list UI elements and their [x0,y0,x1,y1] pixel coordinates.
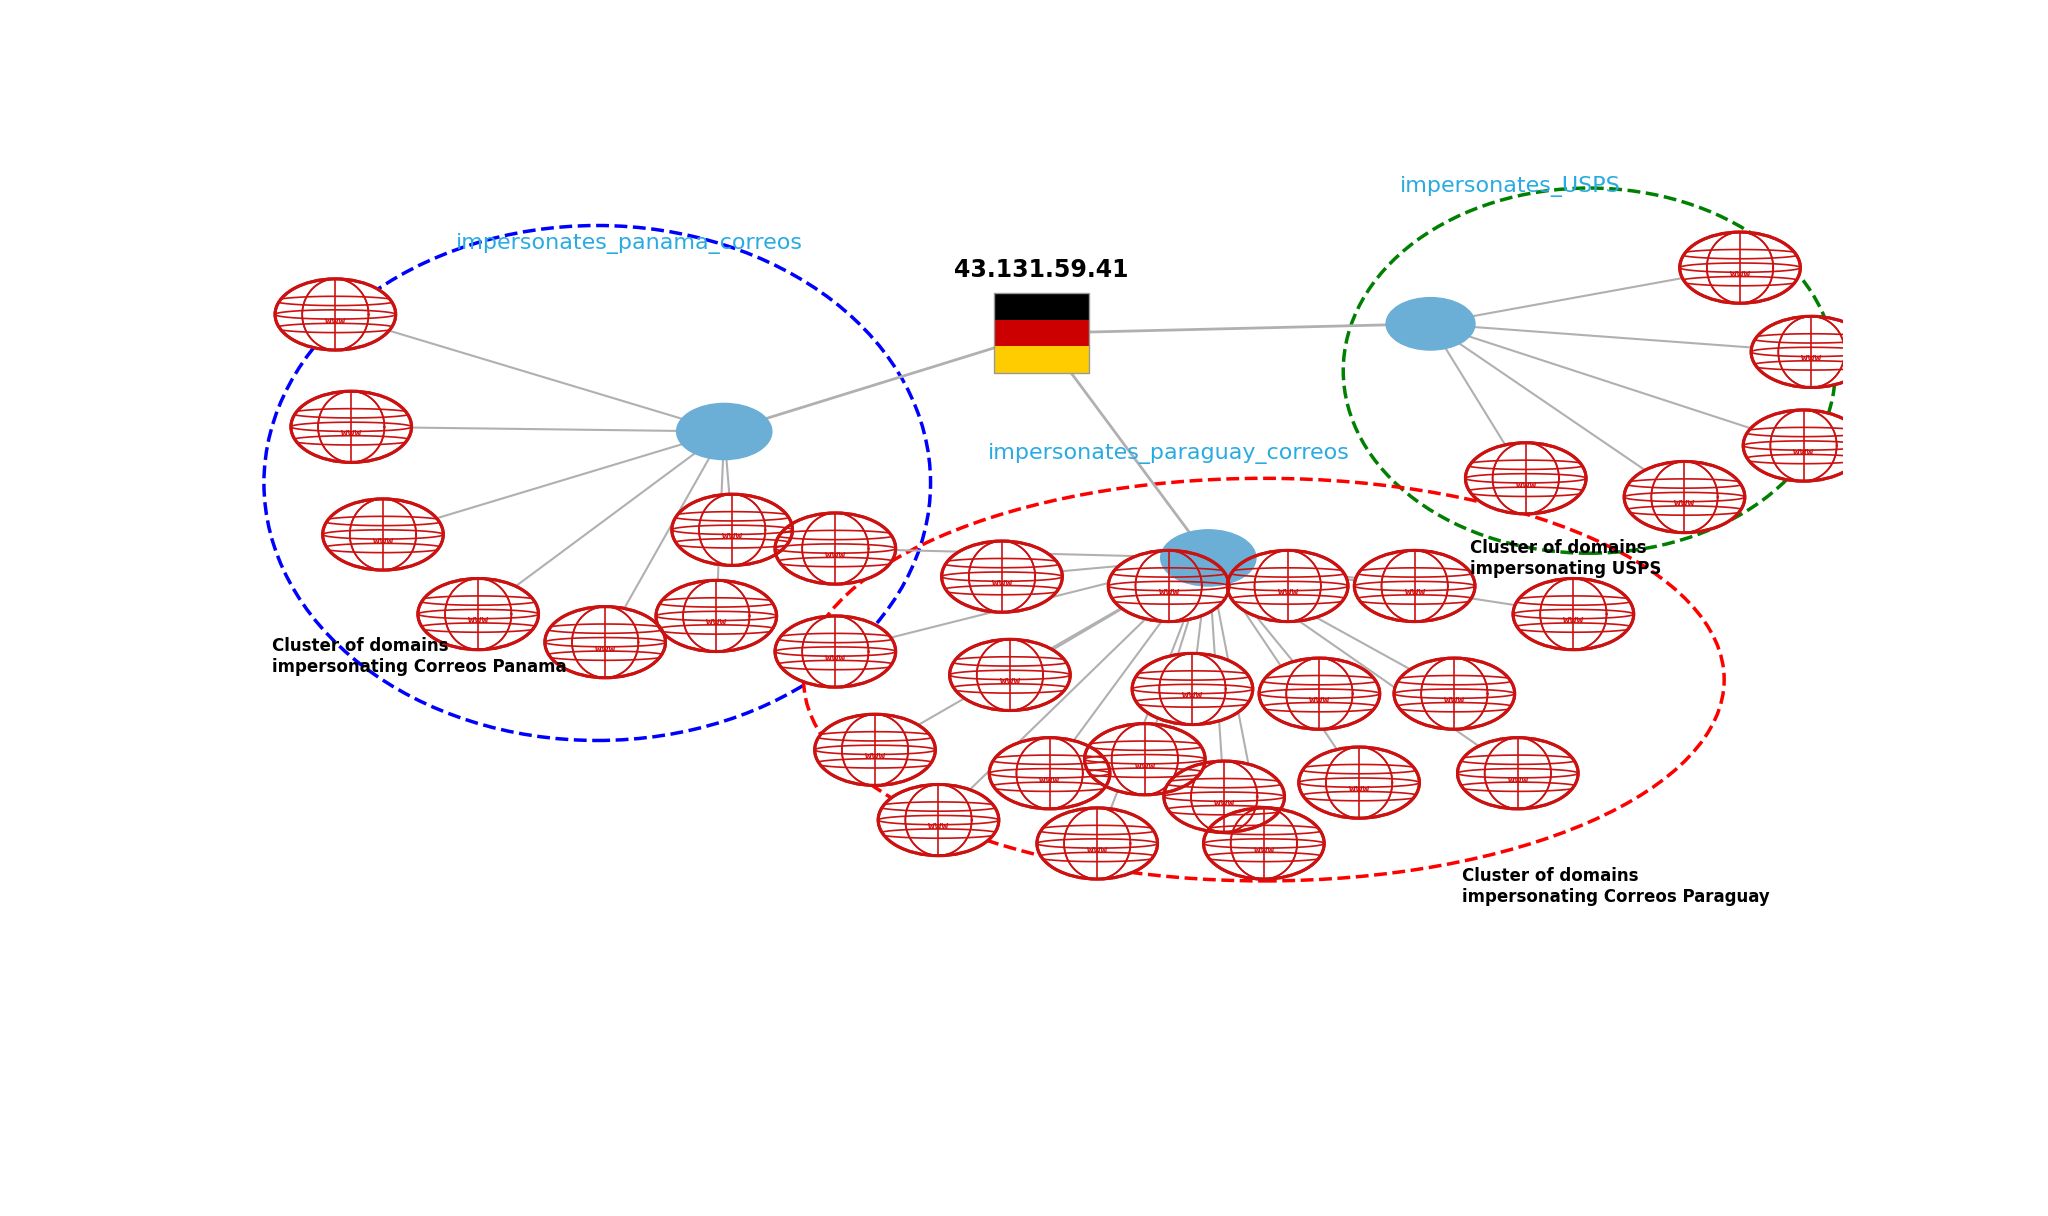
Circle shape [672,494,793,565]
Circle shape [1204,807,1325,879]
Circle shape [1260,658,1380,730]
Text: www: www [1135,761,1155,771]
Circle shape [1354,551,1475,621]
Circle shape [1036,807,1157,879]
Bar [993,293,1090,320]
Text: www: www [1675,499,1694,508]
Circle shape [1133,653,1253,725]
Circle shape [418,579,539,649]
Circle shape [1466,443,1585,514]
Bar [993,347,1090,373]
Text: www: www [864,751,885,761]
Text: impersonates_panama_correos: impersonates_panama_correos [455,232,803,254]
Text: www: www [707,618,727,627]
Text: 43.131.59.41: 43.131.59.41 [954,258,1128,282]
Circle shape [1163,761,1284,832]
Circle shape [1458,738,1579,809]
Text: www: www [1182,691,1202,700]
Text: www: www [1563,615,1583,625]
Circle shape [324,499,442,570]
Circle shape [676,404,772,460]
Circle shape [1298,747,1419,818]
Text: www: www [723,531,741,541]
Text: www: www [1802,354,1821,364]
Circle shape [1395,658,1516,730]
Circle shape [291,392,412,462]
Text: www: www [928,822,948,832]
Text: Cluster of domains
impersonating Correos Paraguay: Cluster of domains impersonating Correos… [1462,867,1769,906]
Circle shape [545,607,666,677]
Circle shape [989,738,1110,809]
Text: www: www [1507,775,1528,784]
Text: www: www [1253,845,1274,855]
Text: impersonates_paraguay_correos: impersonates_paraguay_correos [987,444,1350,465]
Circle shape [1513,579,1634,649]
Circle shape [274,278,395,350]
Circle shape [1386,298,1475,350]
Circle shape [774,617,895,687]
Text: www: www [1040,775,1059,784]
Circle shape [1227,551,1348,621]
Circle shape [1108,551,1229,621]
Circle shape [879,784,999,856]
Circle shape [950,640,1071,710]
Bar [993,320,1090,347]
Circle shape [1743,410,1864,482]
Text: www: www [999,676,1020,686]
Text: www: www [1794,447,1815,457]
Text: www: www [342,428,360,438]
Bar [993,293,1090,373]
Text: www: www [1405,587,1425,597]
Text: www: www [825,653,846,663]
Text: www: www [1278,587,1298,597]
Text: www: www [1444,696,1464,705]
Text: www: www [1516,480,1536,490]
Circle shape [1161,530,1255,586]
Text: www: www [1731,269,1751,278]
Text: www: www [1159,587,1180,597]
Circle shape [1085,724,1204,795]
Circle shape [815,714,936,786]
Text: impersonates_USPS: impersonates_USPS [1399,176,1620,197]
Circle shape [774,513,895,584]
Text: www: www [1214,798,1235,809]
Text: Cluster of domains
impersonating Correos Panama: Cluster of domains impersonating Correos… [272,637,567,676]
Circle shape [1679,232,1800,303]
Text: www: www [326,316,346,326]
Text: www: www [469,615,487,625]
Circle shape [655,580,776,652]
Circle shape [1624,461,1745,533]
Text: www: www [825,550,846,559]
Text: www: www [1350,784,1370,794]
Text: www: www [1087,845,1108,855]
Circle shape [942,541,1063,612]
Text: www: www [373,536,393,546]
Text: www: www [596,643,614,653]
Text: www: www [991,578,1012,589]
Text: www: www [1309,696,1329,705]
Text: Cluster of domains
impersonating USPS: Cluster of domains impersonating USPS [1470,539,1661,578]
Circle shape [1751,316,1872,388]
